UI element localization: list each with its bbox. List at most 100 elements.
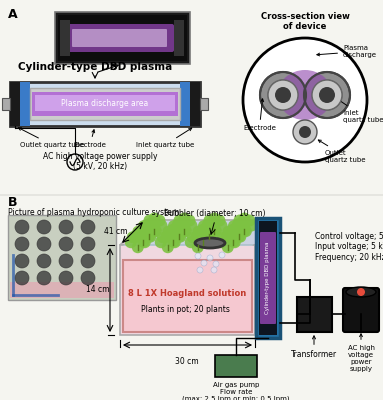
Circle shape	[59, 271, 73, 285]
FancyBboxPatch shape	[10, 82, 200, 126]
Circle shape	[275, 87, 291, 103]
Circle shape	[213, 214, 226, 226]
Circle shape	[223, 226, 234, 238]
FancyBboxPatch shape	[10, 282, 114, 298]
Text: A: A	[8, 8, 18, 21]
Circle shape	[150, 225, 162, 237]
Text: Outlet quartz tube: Outlet quartz tube	[18, 128, 84, 148]
Circle shape	[81, 220, 95, 234]
Circle shape	[37, 271, 51, 285]
Text: Cylinder-type DBD plasma: Cylinder-type DBD plasma	[18, 62, 172, 72]
Text: Electrode: Electrode	[243, 99, 276, 131]
Circle shape	[169, 236, 181, 248]
Text: 8 L 1X Hoagland solution: 8 L 1X Hoagland solution	[128, 288, 246, 298]
Text: 14 cm: 14 cm	[86, 286, 110, 294]
Circle shape	[275, 87, 291, 103]
Circle shape	[201, 260, 207, 266]
Circle shape	[144, 214, 155, 226]
Circle shape	[234, 231, 246, 243]
Circle shape	[299, 126, 311, 138]
Circle shape	[167, 236, 179, 248]
Circle shape	[210, 225, 222, 237]
Circle shape	[293, 120, 317, 144]
Circle shape	[268, 80, 298, 110]
Circle shape	[167, 231, 179, 243]
FancyBboxPatch shape	[30, 88, 180, 120]
Circle shape	[142, 226, 154, 238]
Circle shape	[244, 214, 255, 226]
Circle shape	[157, 231, 169, 243]
Circle shape	[15, 254, 29, 268]
FancyBboxPatch shape	[20, 82, 30, 126]
Circle shape	[201, 220, 213, 232]
FancyBboxPatch shape	[2, 98, 10, 110]
Circle shape	[15, 220, 29, 234]
Circle shape	[197, 267, 203, 273]
Circle shape	[319, 87, 335, 103]
Circle shape	[162, 226, 174, 238]
Circle shape	[141, 220, 154, 232]
Circle shape	[130, 231, 142, 243]
Ellipse shape	[195, 238, 225, 248]
Circle shape	[192, 241, 204, 253]
Circle shape	[132, 241, 144, 253]
Circle shape	[227, 231, 239, 243]
Circle shape	[149, 212, 160, 224]
Circle shape	[137, 236, 149, 248]
Text: Inlet quartz tube: Inlet quartz tube	[136, 128, 194, 148]
FancyBboxPatch shape	[8, 215, 116, 300]
Polygon shape	[120, 220, 280, 245]
Text: Plants in pot; 20 plants: Plants in pot; 20 plants	[141, 305, 229, 314]
Circle shape	[197, 236, 210, 248]
Circle shape	[228, 224, 239, 236]
Circle shape	[195, 253, 201, 259]
Circle shape	[233, 230, 245, 242]
Circle shape	[137, 231, 149, 243]
Circle shape	[219, 252, 225, 258]
Circle shape	[137, 224, 149, 236]
Circle shape	[172, 220, 183, 232]
Circle shape	[138, 220, 150, 232]
Circle shape	[202, 226, 214, 238]
Circle shape	[143, 230, 155, 242]
Circle shape	[216, 220, 228, 232]
Circle shape	[312, 80, 342, 110]
Circle shape	[222, 229, 234, 241]
Circle shape	[228, 220, 240, 232]
Circle shape	[304, 72, 350, 118]
Circle shape	[217, 231, 229, 243]
Circle shape	[174, 231, 187, 243]
Circle shape	[143, 218, 155, 230]
Text: AC high
voltage
power
supply: AC high voltage power supply	[347, 334, 375, 372]
Text: Outlet
quartz tube: Outlet quartz tube	[318, 140, 365, 163]
Circle shape	[197, 224, 210, 236]
Text: Cylinder-type DBD plasma: Cylinder-type DBD plasma	[265, 242, 270, 314]
Circle shape	[239, 212, 250, 224]
Text: Electrode: Electrode	[74, 130, 106, 148]
Circle shape	[243, 38, 367, 162]
Circle shape	[149, 224, 160, 236]
Text: Bubbler (diameter; 10 cm): Bubbler (diameter; 10 cm)	[164, 209, 266, 218]
Circle shape	[203, 214, 216, 226]
Circle shape	[319, 87, 335, 103]
Circle shape	[233, 218, 245, 230]
Ellipse shape	[278, 70, 332, 120]
Text: Picture of plasma hydroponic culture system: Picture of plasma hydroponic culture sys…	[8, 208, 179, 217]
Polygon shape	[255, 220, 280, 335]
Circle shape	[15, 271, 29, 285]
Circle shape	[211, 267, 217, 273]
Circle shape	[240, 225, 252, 237]
FancyBboxPatch shape	[190, 82, 200, 126]
Circle shape	[136, 225, 148, 237]
Circle shape	[37, 220, 51, 234]
Circle shape	[139, 236, 151, 248]
FancyBboxPatch shape	[200, 98, 208, 110]
Text: Transformer: Transformer	[291, 336, 337, 359]
Circle shape	[213, 261, 219, 267]
Polygon shape	[120, 245, 255, 335]
Circle shape	[148, 220, 160, 232]
Text: Inlet
quartz tube: Inlet quartz tube	[330, 94, 383, 123]
FancyBboxPatch shape	[123, 260, 252, 332]
Circle shape	[203, 230, 215, 242]
Circle shape	[203, 218, 215, 230]
